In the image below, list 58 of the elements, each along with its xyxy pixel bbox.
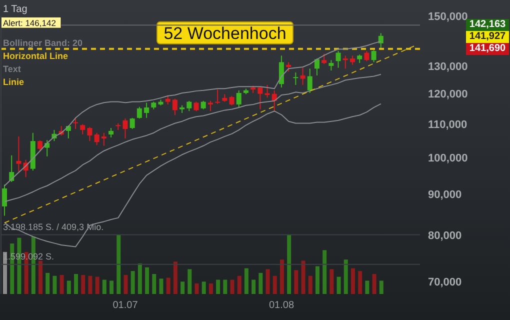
candlestick — [144, 102, 150, 118]
y-tick-label: 130,000 — [428, 60, 468, 73]
candlestick — [258, 86, 263, 110]
candlestick — [215, 89, 220, 104]
candlestick — [122, 118, 128, 139]
candlestick — [66, 124, 71, 139]
candlestick — [108, 128, 114, 138]
candlestick — [38, 140, 43, 152]
text: 142,163 — [466, 19, 509, 31]
candlestick — [101, 132, 106, 146]
annotation: Linie — [3, 77, 24, 87]
x-tick-label: 01.07 — [112, 300, 138, 312]
y-tick-label: 150,000 — [428, 10, 468, 23]
candlestick — [87, 126, 92, 142]
candlestick — [293, 72, 298, 86]
candlestick — [2, 184, 7, 216]
candlestick — [172, 98, 178, 116]
chart-subtitle: 1 Tag — [3, 4, 28, 15]
annotation: Bollinger Band: 20 — [3, 38, 83, 48]
candlestick — [208, 100, 213, 112]
candlestick — [94, 132, 100, 146]
text: 141,690 — [466, 43, 509, 55]
ref-line-label: 52 Wochenhoch — [164, 24, 286, 43]
candlestick — [300, 67, 306, 86]
candlestick — [328, 60, 334, 72]
candlestick — [229, 95, 234, 106]
y-tick-label: 120,000 — [428, 88, 468, 101]
candlestick — [371, 50, 376, 63]
candlestick — [236, 90, 242, 108]
candlestick — [278, 55, 284, 88]
annotation: Text — [3, 64, 21, 74]
candlestick — [342, 55, 348, 70]
candlestick — [80, 124, 86, 135]
candlestick — [307, 68, 312, 94]
candlestick — [350, 55, 355, 66]
candlestick — [186, 100, 192, 112]
candlestick — [16, 136, 22, 172]
annotation: Horizontal Line — [3, 51, 68, 61]
candlestick — [378, 32, 384, 49]
candlestick — [136, 106, 142, 120]
candlestick — [364, 50, 370, 62]
y-tick-label: 70,000 — [428, 276, 462, 289]
y-tick-label: 100,000 — [428, 152, 468, 164]
y-tick-label: 90,000 — [428, 189, 462, 202]
candlestick — [130, 117, 135, 130]
line-series — [4, 103, 382, 248]
y-tick-label: 110,000 — [428, 119, 468, 132]
candlestick — [314, 58, 320, 76]
y-tick-label: 80,000 — [428, 230, 462, 242]
x-tick-label: 01.08 — [269, 300, 294, 312]
candlestick — [322, 53, 327, 65]
text: 141,927 — [466, 31, 509, 43]
candlestick — [336, 50, 341, 68]
candlestick — [44, 140, 50, 157]
candlestick — [194, 101, 199, 112]
candlestick — [286, 62, 292, 72]
ref-line-label: Alert: 146,142 — [3, 18, 56, 28]
candlestick — [73, 117, 78, 130]
